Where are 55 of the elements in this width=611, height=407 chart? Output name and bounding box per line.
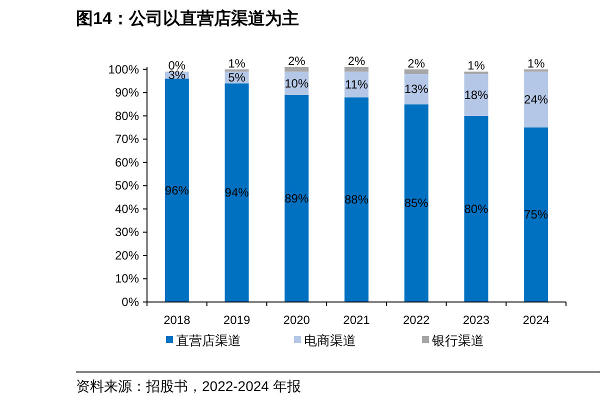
y-tick-label: 30% xyxy=(114,225,140,240)
x-tick-label: 2023 xyxy=(462,313,490,327)
bar xyxy=(524,127,548,302)
data-label: 1% xyxy=(228,56,246,70)
bar xyxy=(224,83,249,302)
data-label: 3% xyxy=(168,68,186,82)
x-tick-label: 2021 xyxy=(343,313,370,327)
y-tick-label: 40% xyxy=(114,202,140,216)
legend-label: 电商渠道 xyxy=(304,333,356,348)
bar xyxy=(284,94,309,302)
data-label: 96% xyxy=(164,183,190,198)
data-label: 2% xyxy=(288,54,306,68)
chart-title: 图14：公司以直营店渠道为主 xyxy=(76,9,299,28)
bar xyxy=(524,72,548,128)
x-tick-label: 2022 xyxy=(403,313,430,327)
data-label: 2% xyxy=(408,56,426,70)
bar xyxy=(464,74,488,116)
bar xyxy=(284,67,309,72)
data-label: 1% xyxy=(468,58,486,73)
text: 资料来源：招股书，2022-2024 年报 xyxy=(76,378,301,394)
x-tick-label: 2019 xyxy=(223,313,250,327)
y-tick-label: 50% xyxy=(114,178,140,193)
x-tick-label: 2018 xyxy=(164,313,191,327)
y-tick-label: 10% xyxy=(114,272,140,286)
data-label: 94% xyxy=(224,186,250,200)
data-label: 10% xyxy=(284,76,309,90)
y-tick-label: 80% xyxy=(114,108,140,123)
y-tick-label: 70% xyxy=(114,132,140,146)
data-label: 2% xyxy=(348,54,366,68)
bar xyxy=(344,67,368,72)
bar xyxy=(464,116,488,302)
bar xyxy=(404,69,428,74)
data-label: 13% xyxy=(404,82,429,96)
data-label: 1% xyxy=(527,56,546,70)
bar xyxy=(164,78,189,302)
y-tick-label: 100% xyxy=(108,62,140,76)
y-tick-label: 90% xyxy=(114,86,140,100)
legend-label: 直营店渠道 xyxy=(176,333,241,348)
data-label: 85% xyxy=(404,196,429,210)
bar xyxy=(344,97,368,302)
y-tick-label: 60% xyxy=(114,155,140,170)
y-tick-label: 0% xyxy=(122,295,140,309)
data-label: 88% xyxy=(344,192,369,207)
data-label: 89% xyxy=(284,191,309,206)
data-label: 80% xyxy=(464,202,489,216)
bar xyxy=(404,104,428,302)
legend-label: 银行渠道 xyxy=(431,333,484,348)
data-label: 24% xyxy=(524,92,548,107)
x-tick-label: 2020 xyxy=(283,313,310,327)
x-tick-label: 2024 xyxy=(522,313,550,327)
data-label: 11% xyxy=(344,77,368,92)
data-label: 5% xyxy=(228,70,246,84)
data-label: 75% xyxy=(524,208,548,222)
y-tick-label: 20% xyxy=(114,248,140,262)
data-label: 18% xyxy=(464,88,489,102)
